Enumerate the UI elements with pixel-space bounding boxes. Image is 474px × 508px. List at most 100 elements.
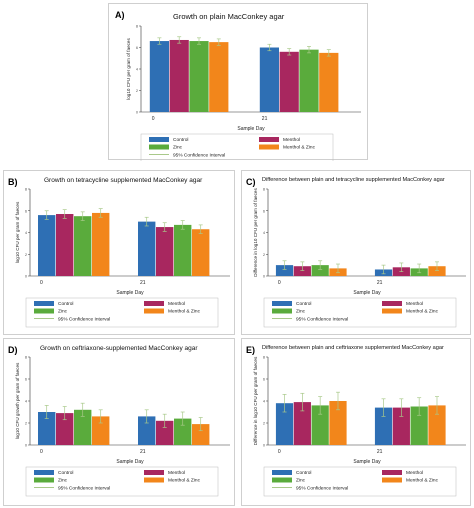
legend-swatch: [259, 137, 279, 142]
legend-ci-label: 95% Confidence Interval: [296, 485, 348, 491]
x-tick-label: 21: [377, 280, 383, 286]
bar: [392, 407, 410, 445]
legend-label: Zinc: [58, 309, 68, 315]
y-tick-label: 2: [25, 422, 27, 426]
panel-label-e: E): [246, 345, 255, 355]
y-axis-label: log10 CFU growth per gram of faeces: [15, 362, 20, 439]
y-tick-label: 0: [25, 444, 27, 448]
bar: [279, 51, 299, 112]
bar: [92, 212, 110, 276]
x-axis-label: Sample Day: [353, 459, 381, 465]
y-tick-label: 2: [136, 89, 138, 93]
chart-c: 0 2 4 6 8 Difference in log10 CFU per gram of…: [253, 188, 466, 328]
legend-label: Control: [296, 470, 311, 476]
y-axis-label: log10 CFU per gram of faeces: [126, 38, 131, 100]
y-tick-label: 4: [25, 231, 27, 235]
legend-frame: [140, 133, 334, 161]
bar: [169, 39, 189, 112]
bar: [311, 405, 329, 445]
legend-ci-label: 95% Confidence Interval: [173, 152, 225, 158]
bar: [174, 418, 192, 445]
bar: [74, 409, 92, 445]
bar: [259, 47, 279, 112]
bar: [56, 214, 74, 276]
y-tick-label: 0: [263, 444, 265, 448]
legend-swatch: [382, 470, 402, 475]
legend-frame: [263, 297, 457, 328]
legend-label: Control: [58, 301, 73, 307]
legend-label: Menthol: [168, 470, 185, 476]
panel-b: B) Growth on tetracycline supplemented M…: [3, 170, 235, 335]
bar: [209, 42, 229, 112]
legend-swatch: [272, 301, 292, 306]
y-tick-label: 8: [263, 188, 265, 192]
y-tick-label: 0: [263, 275, 265, 279]
legend-label: Menthol: [283, 137, 300, 143]
legend-label: Menthol: [406, 470, 423, 476]
legend-label: Control: [173, 137, 188, 143]
legend-swatch: [34, 301, 54, 306]
bar: [275, 403, 294, 445]
y-tick-label: 8: [136, 25, 138, 29]
legend-label: Zinc: [173, 145, 183, 151]
legend-swatch: [272, 308, 292, 314]
x-axis-label: Sample Day: [353, 290, 381, 296]
x-tick-label: 0: [40, 280, 43, 286]
legend-swatch: [259, 144, 279, 150]
y-tick-label: 2: [263, 422, 265, 426]
legend-swatch: [144, 470, 164, 475]
bar: [138, 221, 156, 276]
legend-label: Menthol & Zinc: [406, 478, 439, 484]
x-tick-label: 0: [152, 116, 155, 122]
x-tick-label: 0: [40, 449, 43, 455]
bar: [149, 41, 169, 112]
legend-label: Menthol & Zinc: [283, 145, 316, 151]
panel-title-a: Growth on plain MacConkey agar: [173, 12, 285, 21]
chart-a: 0 2 4 6 8 log10 CFU per gram of faeces 0 21 Samp…: [126, 25, 361, 161]
x-axis-label: Sample Day: [116, 459, 144, 465]
y-axis-label: log10 CFU per gram of faeces: [15, 201, 20, 263]
bar: [293, 266, 311, 276]
legend-label: Menthol & Zinc: [406, 309, 439, 315]
y-tick-label: 0: [136, 111, 138, 115]
panel-a: A) Growth on plain MacConkey agar 0 2 4 6 8 l…: [108, 3, 368, 161]
y-axis-label: Difference in log10 CFU per gram of faec…: [253, 356, 258, 445]
bar: [156, 420, 174, 445]
legend-swatch: [272, 477, 292, 483]
x-tick-label: 21: [140, 280, 146, 286]
legend-swatch: [144, 477, 164, 483]
bar: [428, 266, 446, 276]
y-tick-label: 4: [263, 231, 265, 235]
bar: [156, 227, 174, 276]
legend-label: Zinc: [296, 478, 306, 484]
bar: [38, 412, 56, 445]
y-tick-label: 6: [263, 209, 265, 213]
bar: [189, 41, 209, 112]
y-tick-label: 4: [25, 400, 27, 404]
x-axis-label: Sample Day: [237, 126, 265, 132]
legend-ci-label: 95% Confidence Interval: [58, 316, 110, 322]
x-axis-label: Sample Day: [116, 290, 144, 296]
legend-swatch: [272, 470, 292, 475]
bar: [174, 224, 192, 276]
panel-title-c: Difference between plain and tetracyclin…: [262, 177, 445, 183]
bar: [56, 413, 74, 445]
y-tick-label: 2: [25, 253, 27, 257]
panel-title-e: Difference between plain and ceftriaxone…: [262, 345, 444, 351]
legend-swatch: [149, 144, 169, 150]
panel-label-b: B): [8, 177, 18, 187]
bar: [38, 215, 56, 276]
bar: [293, 402, 311, 445]
y-tick-label: 2: [263, 253, 265, 257]
legend-label: Menthol & Zinc: [168, 478, 201, 484]
legend-label: Zinc: [58, 478, 68, 484]
legend-swatch: [34, 477, 54, 483]
legend-swatch: [34, 308, 54, 314]
panel-d: D) Growth on ceftriaxone-supplemented Ma…: [3, 338, 235, 506]
legend-swatch: [34, 470, 54, 475]
chart-e: 0 2 4 6 8 Difference in log10 CFU per gram of…: [253, 356, 466, 497]
legend-label: Zinc: [296, 309, 306, 315]
legend-frame: [263, 466, 457, 497]
bar: [319, 52, 339, 112]
y-tick-label: 0: [25, 275, 27, 279]
